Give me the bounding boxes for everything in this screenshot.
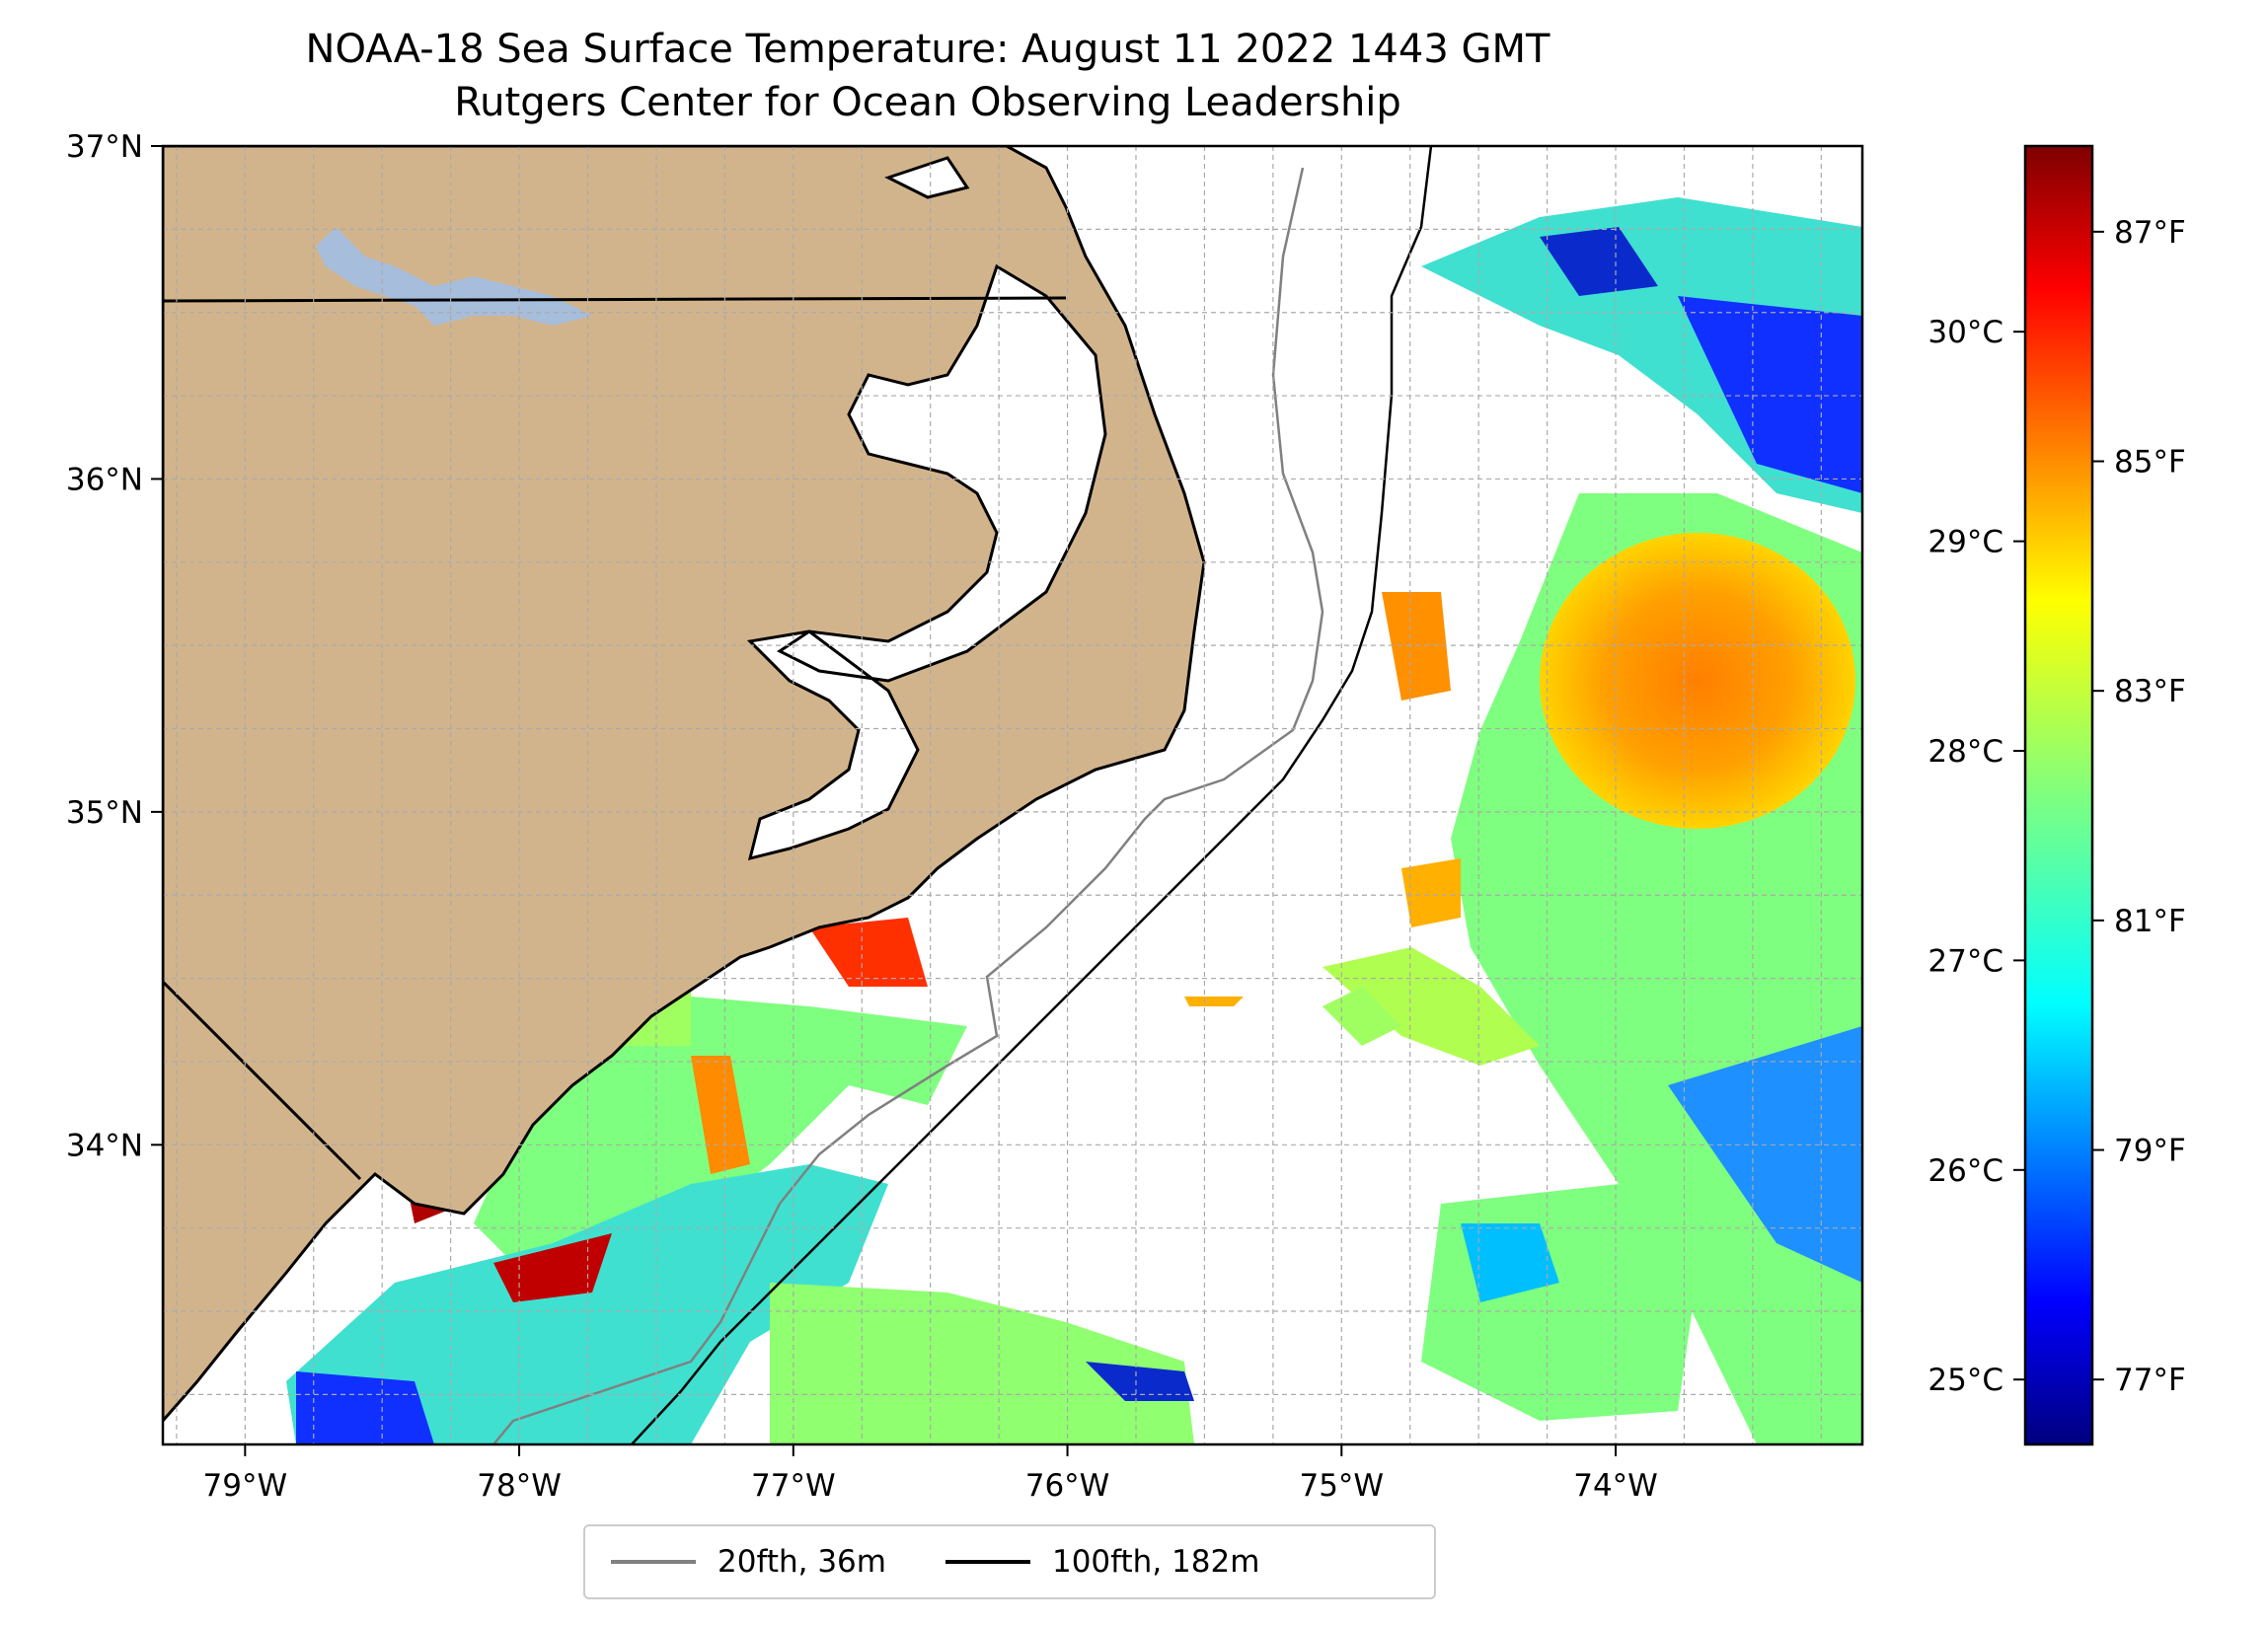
- colorbar-label-f: 79°F: [2114, 1134, 2186, 1169]
- sound-water: [746, 156, 1107, 861]
- legend: 20fth, 36m 100fth, 182m: [583, 1524, 1436, 1599]
- y-tick-label: 34°N: [66, 1128, 143, 1163]
- y-tick-label: 35°N: [66, 795, 143, 831]
- x-tick-label: 78°W: [477, 1468, 562, 1504]
- gridlines: [163, 146, 1862, 1444]
- colorbar-celsius-axis: 30°C 29°C 28°C 27°C 26°C 25°C: [1928, 315, 2025, 1398]
- colorbar-label-f: 87°F: [2114, 215, 2186, 251]
- colorbar-label-f: 81°F: [2114, 904, 2186, 939]
- legend-item-100fth: 100fth, 182m: [886, 1544, 1259, 1580]
- colorbar-label-c: 28°C: [1928, 734, 2003, 770]
- legend-item-20fth: 20fth, 36m: [585, 1544, 886, 1580]
- x-axis: 79°W 78°W 77°W 76°W 75°W 74°W: [203, 1444, 1658, 1504]
- x-tick-label: 75°W: [1299, 1468, 1384, 1504]
- colorbar-label-c: 29°C: [1928, 525, 2003, 560]
- y-tick-label: 37°N: [66, 129, 143, 165]
- chart-title: NOAA-18 Sea Surface Temperature: August …: [305, 27, 1550, 72]
- legend-label: 20fth, 36m: [718, 1544, 886, 1580]
- y-tick-label: 36°N: [66, 462, 143, 497]
- map-frame: [161, 144, 1864, 1446]
- chart-subtitle: Rutgers Center for Ocean Observing Leade…: [454, 80, 1401, 125]
- colorbar: [2023, 144, 2094, 1446]
- colorbar-label-c: 25°C: [1928, 1363, 2003, 1398]
- state-border-sc: [163, 980, 362, 1181]
- sst-patches: [286, 197, 1862, 1444]
- colorbar-label-f: 77°F: [2114, 1363, 2186, 1398]
- map-content: [163, 146, 1862, 1444]
- colorbar-label-f: 83°F: [2114, 674, 2186, 709]
- y-axis: 37°N 36°N 35°N 34°N: [66, 129, 163, 1163]
- legend-line-black: [945, 1560, 1030, 1564]
- colorbar-label-c: 26°C: [1928, 1153, 2003, 1189]
- isobath-20fth: [492, 167, 1324, 1444]
- colorbar-label-c: 27°C: [1928, 943, 2003, 979]
- x-tick-label: 76°W: [1025, 1468, 1110, 1504]
- colorbar-fahrenheit-axis: 87°F 85°F 83°F 81°F 79°F 77°F: [2092, 215, 2186, 1398]
- colorbar-label-f: 85°F: [2114, 445, 2186, 480]
- x-tick-label: 74°W: [1573, 1468, 1658, 1504]
- colorbar-label-c: 30°C: [1928, 315, 2003, 350]
- legend-label: 100fth, 182m: [1051, 1544, 1260, 1580]
- x-tick-label: 77°W: [751, 1468, 836, 1504]
- legend-line-gray: [611, 1560, 696, 1564]
- isobath-100fth: [631, 146, 1433, 1444]
- x-tick-label: 79°W: [203, 1468, 288, 1504]
